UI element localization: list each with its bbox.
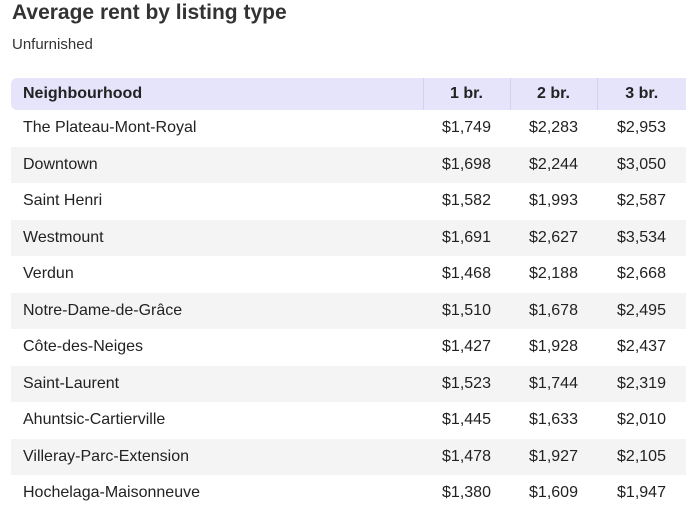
rent-cell-3-br: $2,668: [617, 265, 666, 283]
rent-cell-2-br: $1,678: [529, 301, 578, 319]
rent-cell-3-br: $2,587: [617, 192, 666, 210]
rent-cell-2-br: $2,188: [529, 265, 578, 283]
neighbourhood-cell: Hochelaga-Maisonneuve: [23, 484, 200, 502]
rent-cell-2-br: $1,609: [529, 484, 578, 502]
rent-cell-2-br: $2,627: [529, 228, 578, 246]
table-row: Notre-Dame-de-Grâce $1,510 $1,678 $2,495: [11, 292, 686, 329]
rent-cell-1-br: $1,691: [442, 228, 491, 246]
rent-cell-1-br: $1,510: [442, 301, 491, 319]
rent-cell-3-br: $2,495: [617, 301, 666, 319]
rent-cell-3-br: $3,534: [617, 228, 666, 246]
rent-cell-2-br: $2,283: [529, 119, 578, 137]
table-row: Westmount $1,691 $2,627 $3,534: [11, 219, 686, 256]
rent-cell-2-br: $2,244: [529, 155, 578, 173]
neighbourhood-cell: Ahuntsic-Cartierville: [23, 411, 166, 429]
table-row: The Plateau-Mont-Royal $1,749 $2,283 $2,953: [11, 110, 686, 147]
rent-cell-1-br: $1,523: [442, 374, 491, 392]
rent-cell-1-br: $1,468: [442, 265, 491, 283]
rent-cell-1-br: $1,749: [442, 119, 491, 137]
table-body: The Plateau-Mont-Royal $1,749 $2,283 $2,953…: [11, 110, 686, 512]
table-row: Saint Henri $1,582 $1,993 $2,587: [11, 183, 686, 220]
neighbourhood-cell: Verdun: [23, 265, 74, 283]
table-header: Neighbourhood 1 br. 2 br. 3 br.: [11, 78, 686, 110]
neighbourhood-cell: Downtown: [23, 155, 98, 173]
rent-cell-2-br: $1,927: [529, 447, 578, 465]
table-row: Côte-des-Neiges $1,427 $1,928 $2,437: [11, 329, 686, 366]
neighbourhood-cell: Notre-Dame-de-Grâce: [23, 301, 183, 319]
rent-table: Neighbourhood 1 br. 2 br. 3 br. The Plateau…: [11, 78, 686, 512]
column-header-2-br: 2 br.: [509, 78, 597, 110]
rent-cell-1-br: $1,698: [442, 155, 491, 173]
table-row: Saint-Laurent $1,523 $1,744 $2,319: [11, 365, 686, 402]
rent-cell-2-br: $1,928: [529, 338, 578, 356]
rent-cell-3-br: $3,050: [617, 155, 666, 173]
rent-cell-3-br: $2,010: [617, 411, 666, 429]
table-row: Ahuntsic-Cartierville $1,445 $1,633 $2,010: [11, 402, 686, 439]
chart-subtitle: Unfurnished: [12, 36, 93, 53]
neighbourhood-cell: Saint-Laurent: [23, 374, 120, 392]
rent-cell-1-br: $1,445: [442, 411, 491, 429]
rent-cell-1-br: $1,478: [442, 447, 491, 465]
header-row: Neighbourhood 1 br. 2 br. 3 br.: [11, 78, 686, 110]
table-row: Hochelaga-Maisonneuve $1,380 $1,609 $1,947: [11, 475, 686, 512]
table-row: Villeray-Parc-Extension $1,478 $1,927 $2,10…: [11, 438, 686, 475]
column-header-1-br: 1 br.: [422, 78, 510, 110]
rent-cell-1-br: $1,380: [442, 484, 491, 502]
rent-cell-3-br: $2,953: [617, 119, 666, 137]
rent-cell-3-br: $2,319: [617, 374, 666, 392]
neighbourhood-cell: The Plateau-Mont-Royal: [23, 119, 197, 137]
neighbourhood-cell: Saint Henri: [23, 192, 103, 210]
rent-cell-3-br: $2,105: [617, 447, 666, 465]
column-header-neighbourhood: Neighbourhood: [23, 85, 143, 102]
neighbourhood-cell: Villeray-Parc-Extension: [23, 447, 189, 465]
rent-cell-3-br: $1,947: [617, 484, 666, 502]
rent-cell-2-br: $1,744: [529, 374, 578, 392]
rent-cell-1-br: $1,582: [442, 192, 491, 210]
table-row: Downtown $1,698 $2,244 $3,050: [11, 146, 686, 183]
neighbourhood-cell: Côte-des-Neiges: [23, 338, 144, 356]
rent-cell-1-br: $1,427: [442, 338, 491, 356]
neighbourhood-cell: Westmount: [23, 228, 104, 246]
column-header-3-br: 3 br.: [596, 78, 686, 110]
rent-cell-2-br: $1,993: [529, 192, 578, 210]
rent-cell-3-br: $2,437: [617, 338, 666, 356]
table-row: Verdun $1,468 $2,188 $2,668: [11, 256, 686, 293]
chart-title: Average rent by listing type: [12, 1, 287, 24]
rent-cell-2-br: $1,633: [529, 411, 578, 429]
